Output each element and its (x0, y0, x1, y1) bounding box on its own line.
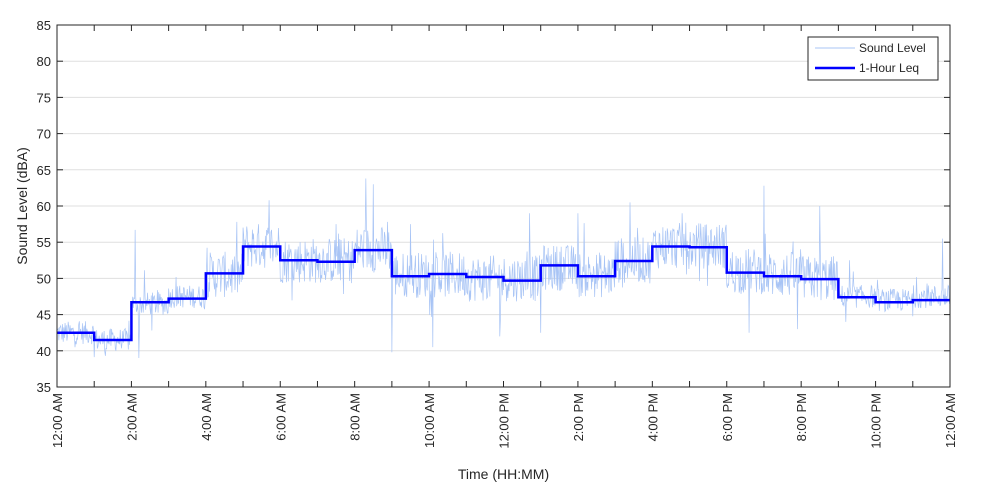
x-tick-label: 12:00 PM (497, 393, 512, 449)
series-1-hour-leq-line (57, 245, 950, 342)
x-tick-label: 2:00 AM (124, 393, 139, 441)
legend-label-sound-level: Sound Level (859, 41, 926, 55)
ticks (56, 24, 951, 388)
y-tick-label: 40 (37, 344, 51, 359)
y-axis-title: Sound Level (dBA) (14, 147, 30, 265)
x-tick-labels: 12:00 AM 2:00 AM 4:00 AM 6:00 AM 8:00 AM 10:0… (50, 393, 958, 449)
x-tick-label: 4:00 PM (645, 393, 660, 441)
y-tick-label: 80 (37, 54, 51, 69)
x-tick-label: 4:00 AM (199, 393, 214, 441)
y-tick-label: 85 (37, 18, 51, 33)
y-tick-label: 50 (37, 271, 51, 286)
x-tick-label: 12:00 AM (943, 393, 958, 448)
x-tick-label: 2:00 PM (571, 393, 586, 441)
legend-label-1-hour-leq: 1-Hour Leq (859, 61, 919, 75)
y-tick-label: 65 (37, 163, 51, 178)
y-tick-label: 75 (37, 90, 51, 105)
x-tick-label: 12:00 AM (50, 393, 65, 448)
x-tick-label: 6:00 PM (720, 393, 735, 441)
x-tick-label: 10:00 PM (869, 393, 884, 449)
y-tick-label: 70 (37, 127, 51, 142)
x-tick-label: 8:00 PM (794, 393, 809, 441)
x-tick-label: 10:00 AM (422, 393, 437, 448)
y-tick-label: 45 (37, 308, 51, 323)
legend: Sound Level 1-Hour Leq (807, 36, 939, 81)
y-tick-label: 35 (37, 380, 51, 395)
x-tick-label: 6:00 AM (273, 393, 288, 441)
x-tick-label: 8:00 AM (348, 393, 363, 441)
legend-box (807, 36, 939, 81)
series-layer (56, 178, 951, 359)
y-tick-label: 60 (37, 199, 51, 214)
y-tick-labels: 35 40 45 50 55 60 65 70 75 80 85 (37, 18, 51, 395)
y-tick-label: 55 (37, 235, 51, 250)
x-axis-title: Time (HH:MM) (458, 466, 549, 482)
